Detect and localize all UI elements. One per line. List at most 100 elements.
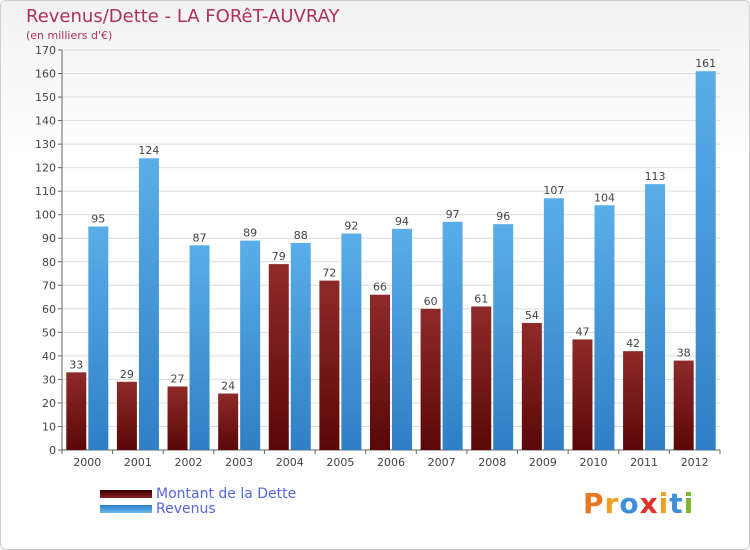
bar-revenus [189,245,210,450]
data-label-dette: 42 [626,337,640,350]
data-label-dette: 61 [474,292,488,305]
y-tick-label: 150 [35,91,56,104]
y-tick-label: 0 [49,444,56,457]
y-tick-label: 20 [42,397,56,410]
legend-label-dette: Montant de la Dette [156,485,297,502]
data-label-revenus: 161 [695,57,716,70]
x-tick-label: 2004 [276,456,304,469]
x-tick-label: 2000 [73,456,101,469]
bar-revenus [594,205,615,450]
data-label-dette: 72 [322,267,336,280]
logo-letter: x [639,487,659,520]
data-label-revenus: 124 [138,144,159,157]
y-tick-label: 10 [42,420,56,433]
bar-dette [673,360,694,450]
x-tick-label: 2010 [579,456,607,469]
logo-letter: r [604,487,620,520]
x-tick-label: 2012 [681,456,709,469]
logo-letter: t [669,487,684,520]
bar-dette [218,393,239,450]
x-tick-label: 2005 [326,456,354,469]
legend-swatch-revenus [100,504,152,513]
bar-revenus [341,233,362,450]
data-label-dette: 54 [525,309,539,322]
y-tick-label: 50 [42,326,56,339]
y-tick-label: 120 [35,162,56,175]
data-label-revenus: 104 [594,191,615,204]
chart-subtitle: (en milliers d'€) [26,29,113,42]
data-label-dette: 38 [677,347,691,360]
bar-dette [116,381,137,450]
proxiti-logo: Proxiti [583,487,694,520]
y-tick-label: 30 [42,373,56,386]
legend: Montant de la Dette Revenus [100,485,297,517]
bar-revenus [645,184,666,450]
data-label-revenus: 89 [243,227,257,240]
bar-revenus [695,71,716,451]
data-label-revenus: 94 [395,215,409,228]
data-label-revenus: 97 [446,208,460,221]
bar-dette [268,264,289,450]
x-tick-label: 2008 [478,456,506,469]
x-tick-label: 2002 [175,456,203,469]
bar-revenus [392,228,412,450]
y-tick-label: 40 [42,350,56,363]
bar-revenus [88,226,109,450]
bar-revenus [493,224,514,450]
bar-revenus [290,242,311,450]
y-tick-label: 90 [42,232,56,245]
y-tick-label: 100 [35,209,56,222]
bar-dette [623,351,644,450]
data-label-dette: 24 [221,380,235,393]
bar-dette [370,294,390,450]
data-label-dette: 60 [424,295,438,308]
y-tick-label: 140 [35,115,56,128]
y-tick-label: 80 [42,256,56,269]
legend-label-revenus: Revenus [156,500,216,517]
bar-dette [521,322,542,450]
data-label-dette: 79 [272,250,286,263]
data-label-revenus: 113 [645,170,666,183]
logo-letter: i [658,487,670,520]
data-label-revenus: 92 [344,220,358,233]
bar-revenus [138,158,159,450]
x-tick-label: 2009 [529,456,557,469]
bar-dette [572,339,593,450]
data-label-revenus: 88 [294,229,308,242]
x-tick-label: 2001 [124,456,152,469]
logo-letter: i [683,487,695,520]
x-tick-label: 2003 [225,456,253,469]
x-tick-label: 2007 [428,456,456,469]
data-label-revenus: 96 [496,210,510,223]
bar-dette [319,280,340,450]
data-label-dette: 47 [575,325,589,338]
y-tick-label: 130 [35,138,56,151]
data-label-revenus: 107 [543,184,564,197]
y-tick-label: 70 [42,279,56,292]
y-tick-label: 60 [42,303,56,316]
data-label-dette: 66 [373,281,387,294]
legend-item-dette: Montant de la Dette [100,485,297,502]
data-label-dette: 33 [69,358,83,371]
y-tick-label: 110 [35,185,56,198]
legend-swatch-dette [100,489,152,498]
data-label-dette: 27 [171,372,185,385]
bar-revenus [543,198,564,450]
x-tick-label: 2011 [630,456,658,469]
x-tick-label: 2006 [377,456,405,469]
bar-dette [66,372,87,450]
data-label-revenus: 87 [193,231,207,244]
logo-letter: P [583,487,605,520]
chart-title: Revenus/Dette - LA FORêT-AUVRAY [26,6,340,27]
bar-revenus [240,240,261,450]
y-tick-label: 160 [35,68,56,81]
bar-dette [420,308,441,450]
data-label-dette: 29 [120,368,134,381]
y-tick-label: 170 [35,44,56,57]
bar-dette [167,386,188,450]
bar-revenus [442,221,463,450]
data-label-revenus: 95 [91,212,105,225]
logo-letter: o [619,487,640,520]
